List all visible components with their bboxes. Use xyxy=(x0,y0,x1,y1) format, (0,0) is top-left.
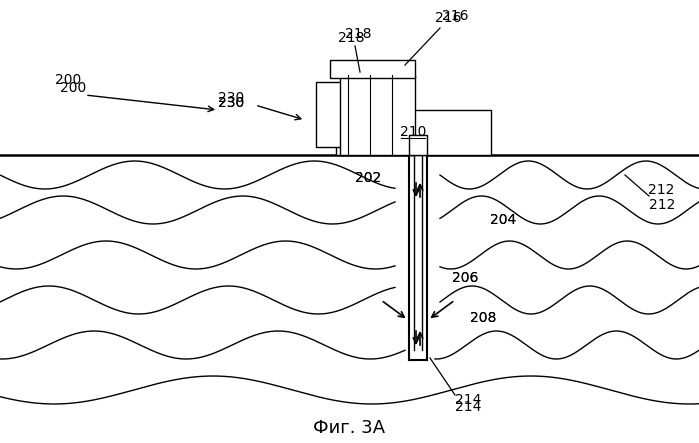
Text: Фиг. 3А: Фиг. 3А xyxy=(313,419,385,437)
Text: 230: 230 xyxy=(218,96,244,110)
Text: 218: 218 xyxy=(345,27,371,41)
Text: 200: 200 xyxy=(60,81,86,95)
Text: 210: 210 xyxy=(400,125,426,140)
Text: 208: 208 xyxy=(470,311,496,325)
Text: 214: 214 xyxy=(455,393,482,407)
Text: 216: 216 xyxy=(442,9,468,23)
Bar xyxy=(316,82,344,147)
Text: 206: 206 xyxy=(452,271,478,285)
Bar xyxy=(409,135,427,155)
Text: 202: 202 xyxy=(355,171,381,185)
Text: 206: 206 xyxy=(452,271,478,285)
Text: 204: 204 xyxy=(490,213,517,227)
Text: 230: 230 xyxy=(218,91,244,105)
Text: 208: 208 xyxy=(470,311,496,325)
Text: 204: 204 xyxy=(490,213,517,227)
Text: 212: 212 xyxy=(648,183,675,197)
Text: 212: 212 xyxy=(649,198,675,212)
Bar xyxy=(340,75,415,155)
Text: 230: 230 xyxy=(218,96,244,110)
Text: 200: 200 xyxy=(55,73,81,87)
Text: 202: 202 xyxy=(355,171,381,185)
Bar xyxy=(336,110,491,155)
Text: 218: 218 xyxy=(338,31,364,45)
Bar xyxy=(330,60,415,78)
Text: 216: 216 xyxy=(435,11,461,25)
Text: 214: 214 xyxy=(455,400,482,414)
Bar xyxy=(409,155,427,360)
